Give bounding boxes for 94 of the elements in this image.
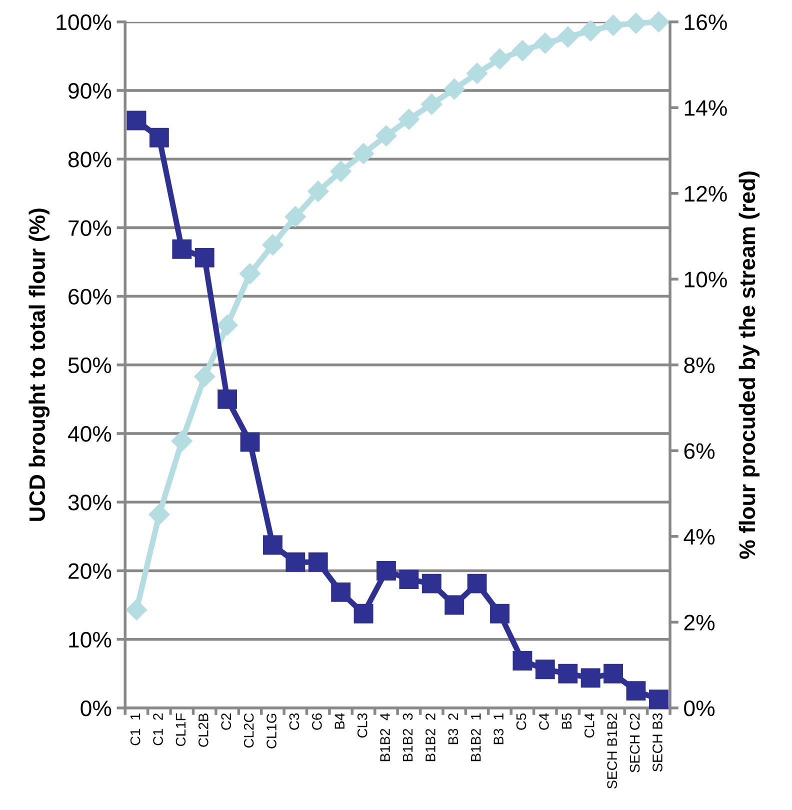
point: [284, 206, 306, 228]
x-tick-label: C2: [221, 714, 232, 730]
y2-tick-label: 2%: [684, 614, 715, 630]
point: [535, 660, 555, 680]
y2-tick-label: 12%: [684, 186, 727, 202]
y2-tick-label: 14%: [684, 100, 727, 116]
point: [330, 160, 352, 182]
point: [172, 239, 192, 259]
point: [376, 125, 397, 146]
point: [194, 248, 214, 268]
point: [490, 604, 510, 624]
point: [286, 552, 306, 572]
point: [534, 32, 556, 54]
x-tick-label: CL1F: [176, 713, 186, 746]
point: [602, 14, 624, 36]
point: [580, 668, 600, 688]
y-tick-label: 10%: [69, 632, 112, 648]
point: [218, 389, 238, 409]
point: [625, 12, 646, 34]
x-tick-label: B1B2 2: [426, 713, 436, 762]
point: [421, 94, 442, 115]
x-tick-label: C1 2: [153, 713, 163, 746]
x-tick-label: SECH C2: [630, 714, 640, 772]
y-tick-label: 40%: [68, 426, 112, 442]
x-tick-label: C3: [289, 713, 300, 730]
point: [171, 430, 192, 452]
point: [262, 234, 284, 256]
point: [422, 574, 442, 594]
point: [467, 574, 487, 594]
point: [126, 110, 146, 130]
x-tick-label: B3 2: [448, 713, 458, 744]
x-tick-label: SECH B1B2: [607, 714, 617, 789]
y2-tick-label: 16%: [684, 14, 727, 30]
point: [648, 690, 668, 710]
point: [466, 62, 488, 84]
point: [444, 78, 465, 100]
x-tick-label: B1B2 1: [470, 713, 481, 762]
point: [604, 664, 623, 684]
x-tick-label: C1 1: [130, 713, 140, 746]
x-tick-label: C5: [516, 713, 526, 730]
y-tick-label: 60%: [68, 288, 112, 305]
y2-tick-label: 10%: [684, 272, 727, 288]
point: [376, 561, 396, 580]
point: [331, 582, 351, 602]
x-tick-label: B1B2 3: [402, 713, 413, 762]
point: [353, 143, 374, 164]
point: [512, 651, 532, 670]
x-tick-label: SECH B3: [652, 713, 662, 772]
point: [558, 664, 578, 684]
y2-tick-label: 8%: [684, 357, 715, 374]
point: [557, 26, 578, 48]
point: [194, 366, 216, 388]
y2-axis-title: % flour procuded by the stream (red): [738, 172, 760, 559]
point: [399, 570, 419, 590]
point: [240, 432, 260, 452]
x-tick-label: CL2B: [198, 714, 208, 747]
point: [489, 48, 510, 70]
y-tick-label: 80%: [68, 152, 112, 168]
point: [580, 20, 602, 42]
point: [354, 604, 374, 624]
y-tick-label: 100%: [56, 14, 112, 30]
y2-tick-label: 0%: [684, 700, 715, 716]
x-tick-label: B4: [334, 713, 344, 729]
point: [216, 314, 238, 336]
point: [398, 108, 420, 130]
x-tick-label: CL1G: [266, 714, 276, 748]
y2-tick-label: 6%: [684, 443, 715, 459]
y-tick-label: 0%: [80, 700, 112, 716]
x-tick-label: C6: [312, 713, 322, 730]
point: [149, 128, 169, 148]
x-tick-label: CL4: [584, 713, 594, 738]
y-tick-label: 70%: [68, 220, 112, 236]
point: [308, 180, 329, 202]
point: [148, 504, 170, 525]
y-tick-label: 50%: [68, 357, 112, 374]
x-tick-label: B3 1: [494, 713, 504, 744]
point: [126, 599, 148, 620]
point: [626, 681, 646, 701]
y-tick-label: 20%: [68, 563, 112, 579]
point: [512, 40, 533, 62]
point: [308, 552, 328, 572]
x-tick-label: B1B2 4: [380, 713, 390, 762]
y-axis-title: UCD brought to total flour (%): [28, 208, 50, 521]
y2-tick-label: 4%: [684, 529, 715, 545]
point: [239, 263, 261, 284]
point: [262, 535, 282, 555]
y-tick-label: 30%: [68, 494, 112, 510]
x-tick-label: B5: [562, 713, 572, 729]
y-tick-label: 90%: [68, 83, 112, 99]
x-tick-label: CL3: [357, 713, 368, 738]
point: [444, 595, 464, 615]
x-tick-label: CL2C: [244, 713, 254, 748]
point: [648, 11, 670, 32]
x-tick-label: C4: [539, 713, 549, 730]
